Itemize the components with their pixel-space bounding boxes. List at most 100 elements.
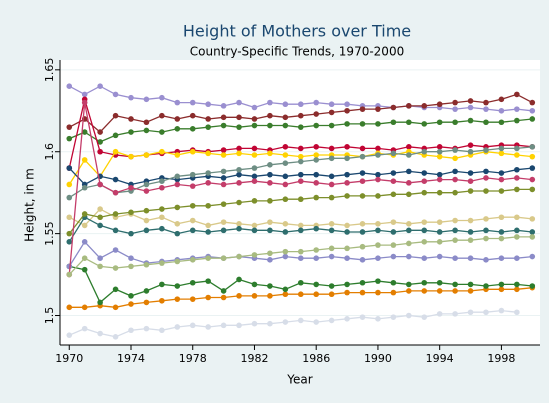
data-point: [128, 327, 134, 334]
data-point: [128, 230, 134, 237]
data-point: [514, 145, 520, 152]
data-point: [112, 132, 119, 139]
data-point: [189, 279, 196, 286]
data-point: [112, 304, 119, 311]
data-point: [421, 103, 428, 109]
data-point: [66, 230, 73, 237]
data-point: [436, 288, 443, 294]
data-point: [359, 193, 366, 199]
data-point: [483, 227, 489, 234]
data-point: [282, 101, 289, 108]
data-point: [282, 253, 289, 260]
data-point: [189, 202, 196, 209]
data-point: [97, 330, 103, 337]
data-point: [436, 119, 443, 126]
data-point: [375, 289, 381, 296]
data-point: [467, 170, 474, 176]
data-point: [313, 122, 320, 129]
data-point: [174, 258, 181, 265]
data-point: [529, 107, 536, 114]
data-point: [483, 106, 489, 112]
data-point: [498, 281, 505, 288]
data-point: [236, 199, 242, 206]
data-point: [143, 227, 150, 234]
data-point: [514, 166, 520, 173]
data-point: [251, 104, 258, 111]
data-point: [205, 116, 211, 122]
data-point: [390, 242, 397, 248]
data-point: [251, 152, 258, 158]
data-point: [112, 247, 119, 253]
data-point: [498, 96, 505, 103]
data-point: [452, 168, 458, 175]
data-point: [529, 176, 536, 183]
data-point: [159, 184, 165, 191]
data-point: [375, 121, 381, 127]
data-point: [251, 222, 258, 229]
data-point: [359, 121, 366, 127]
data-point: [143, 127, 150, 134]
data-point: [174, 230, 181, 237]
data-point: [467, 255, 474, 261]
data-point: [174, 296, 181, 302]
data-point: [66, 332, 73, 338]
data-point: [236, 150, 242, 157]
data-point: [267, 112, 273, 119]
data-point: [297, 124, 304, 130]
data-point: [251, 320, 258, 327]
data-point: [220, 288, 227, 294]
data-point: [390, 219, 397, 225]
data-point: [421, 148, 428, 155]
data-point: [267, 150, 273, 157]
data-point: [128, 153, 134, 160]
data-point: [514, 281, 520, 288]
data-point: [467, 237, 474, 243]
data-point: [498, 214, 505, 221]
data-point: [236, 99, 242, 106]
data-point: [313, 319, 320, 325]
data-point: [483, 309, 489, 316]
data-point: [467, 98, 474, 104]
data-point: [390, 178, 397, 185]
data-point: [251, 173, 258, 180]
data-point: [328, 291, 335, 298]
data-point: [514, 106, 520, 112]
data-point: [406, 152, 412, 158]
data-point: [66, 181, 73, 188]
data-point: [159, 112, 165, 119]
data-point: [406, 180, 412, 186]
data-point: [359, 279, 366, 286]
data-point: [390, 119, 397, 126]
data-point: [390, 229, 397, 235]
plot-area: [60, 60, 540, 345]
data-point: [498, 107, 505, 114]
data-point: [236, 171, 242, 178]
data-point: [436, 229, 443, 235]
data-point: [189, 296, 196, 302]
data-point: [390, 253, 397, 260]
data-point: [359, 153, 366, 160]
data-point: [236, 225, 242, 232]
data-point: [483, 99, 489, 106]
data-point: [205, 202, 211, 209]
data-point: [236, 166, 242, 173]
data-point: [297, 196, 304, 203]
data-point: [297, 248, 304, 255]
data-point: [159, 148, 165, 155]
data-point: [467, 281, 474, 288]
data-point: [282, 196, 289, 203]
data-point: [436, 144, 443, 150]
x-tick-label: 1990: [364, 352, 392, 365]
data-point: [498, 119, 505, 126]
data-point: [189, 227, 196, 234]
data-point: [359, 220, 366, 227]
data-point: [174, 99, 181, 106]
data-point: [205, 101, 211, 108]
data-point: [267, 180, 273, 186]
data-point: [344, 101, 350, 108]
data-point: [205, 150, 211, 157]
data-point: [375, 176, 381, 183]
data-point: [174, 283, 181, 289]
data-point: [159, 206, 165, 212]
